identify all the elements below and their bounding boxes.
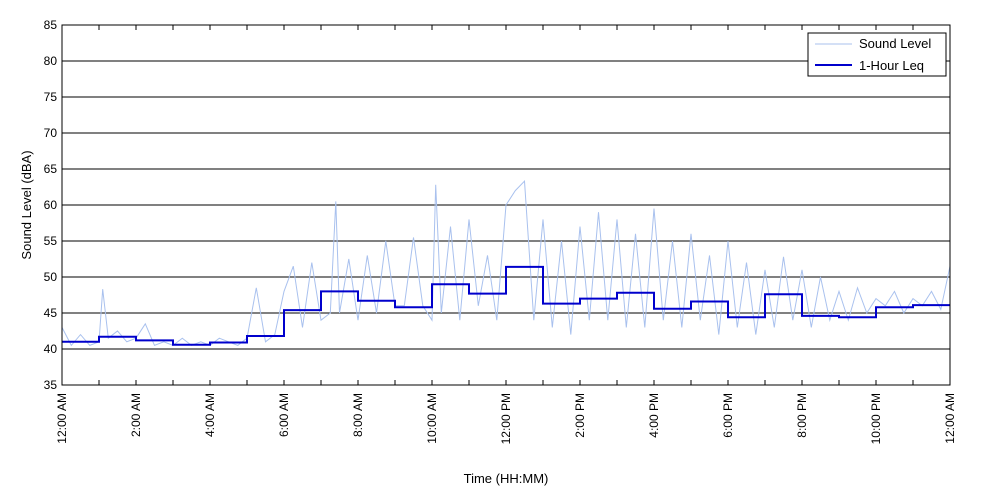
- y-tick-label: 75: [44, 90, 58, 104]
- x-tick-label: 10:00 AM: [425, 393, 439, 444]
- legend-box: [807, 32, 947, 77]
- x-tick-label: 8:00 PM: [795, 393, 809, 438]
- y-tick-label: 60: [44, 198, 58, 212]
- x-tick-label: 12:00 AM: [55, 393, 69, 444]
- y-tick-label: 50: [44, 270, 58, 284]
- ticks: [61, 25, 951, 385]
- x-tick-label: 2:00 PM: [573, 393, 587, 438]
- y-tick-label: 65: [44, 162, 58, 176]
- legend: Sound Level 1-Hour Leq: [807, 32, 947, 77]
- x-tick-label: 6:00 AM: [277, 393, 291, 437]
- x-tick-label: 2:00 AM: [129, 393, 143, 437]
- y-tick-label: 35: [44, 378, 58, 392]
- y-tick-label: 80: [44, 54, 58, 68]
- legend-label-1-hour-leq: 1-Hour Leq: [859, 58, 924, 73]
- x-tick-label: 4:00 AM: [203, 393, 217, 437]
- x-tick-label: 6:00 PM: [721, 393, 735, 438]
- x-tick-label: 12:00 AM: [943, 393, 957, 444]
- series-layer: [61, 180, 951, 347]
- y-tick-label: 70: [44, 126, 58, 140]
- x-tick-label: 12:00 PM: [499, 393, 513, 444]
- series-1-hour-leq-step: [62, 265, 950, 346]
- x-tick-label: 10:00 PM: [869, 393, 883, 444]
- x-axis-title: Time (HH:MM): [464, 471, 549, 486]
- y-tick-labels: 35 40 45 50 55 60 65 70 75 80 85: [44, 18, 58, 392]
- y-tick-label: 55: [44, 234, 58, 248]
- x-tick-label: 8:00 AM: [351, 393, 365, 437]
- x-tick-label: 4:00 PM: [647, 393, 661, 438]
- y-tick-label: 45: [44, 306, 58, 320]
- y-axis-title: Sound Level (dBA): [19, 150, 34, 259]
- legend-label-sound-level: Sound Level: [859, 36, 931, 51]
- x-tick-labels: 12:00 AM 2:00 AM 4:00 AM 6:00 AM 8:00 AM 10:0…: [55, 393, 957, 444]
- y-tick-label: 40: [44, 342, 58, 356]
- y-tick-label: 85: [44, 18, 58, 32]
